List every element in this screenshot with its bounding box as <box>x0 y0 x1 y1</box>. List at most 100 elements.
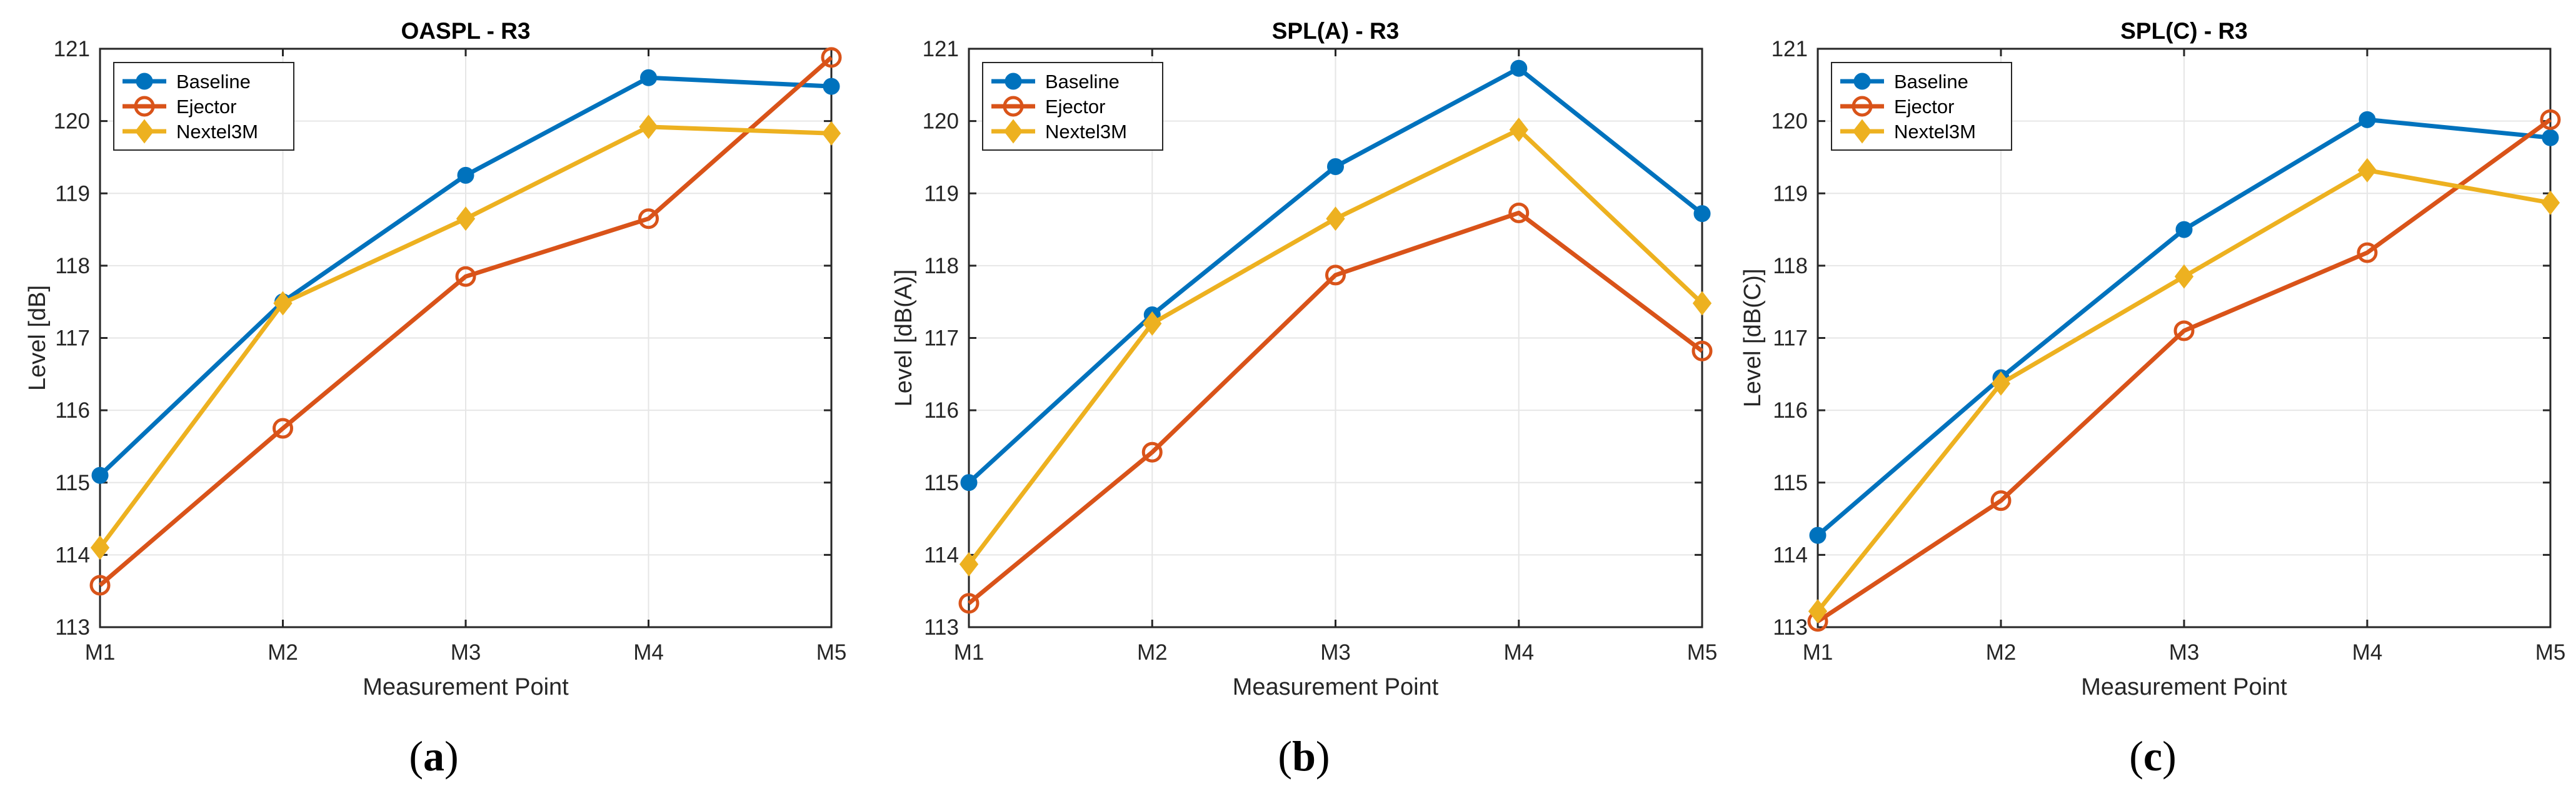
data-point-nextel3m <box>821 121 841 146</box>
data-point-baseline <box>2358 111 2376 128</box>
chart-panel-3: M1 M2 M3 M4 M5 113 114 115 116 117 118 119 120 121 SPL… <box>1740 18 2565 700</box>
x-tick-label: M1 <box>85 640 116 665</box>
x-tick-label: M4 <box>2352 640 2383 665</box>
series-ejector <box>958 202 1713 614</box>
data-point-baseline <box>457 166 474 184</box>
legend-label-baseline: Baseline <box>1045 71 1120 93</box>
data-point-nextel3m <box>2174 264 2194 289</box>
legend-label-nextel3m: Nextel3M <box>1045 121 1127 143</box>
data-point-baseline <box>2175 221 2193 238</box>
data-point-ejector <box>1325 264 1346 286</box>
legend: Baseline Ejector Nextel3M <box>1831 62 2012 151</box>
x-tick-label: M5 <box>1687 640 1718 665</box>
y-tick-label: 113 <box>1773 615 1808 640</box>
legend: Baseline Ejector Nextel3M <box>982 62 1163 151</box>
data-point-nextel3m <box>1143 311 1162 336</box>
legend-label-baseline: Baseline <box>176 71 251 93</box>
data-point-baseline <box>1693 205 1711 223</box>
legend-marker-nextel3m <box>1003 119 1023 144</box>
data-point-ejector <box>89 575 111 596</box>
y-tick-label: 115 <box>55 471 90 495</box>
data-point-nextel3m <box>2540 190 2560 215</box>
series-baseline <box>1809 111 2559 544</box>
x-tick-label: M2 <box>1986 640 2017 665</box>
x-tick-label: M3 <box>451 640 481 665</box>
y-tick-label: 118 <box>924 254 959 278</box>
y-tick-label: 118 <box>55 254 90 278</box>
data-point-ejector <box>638 208 659 229</box>
data-point-nextel3m <box>1991 371 2011 396</box>
x-axis-label: Measurement Point <box>1233 674 1439 700</box>
y-tick-label: 117 <box>1773 326 1808 351</box>
data-point-ejector <box>1691 340 1713 361</box>
legend-marker-ejector <box>134 96 155 117</box>
legend-label-baseline: Baseline <box>1894 71 1968 93</box>
series-ejector <box>1807 109 2561 632</box>
x-tick-label: M4 <box>1503 640 1534 665</box>
y-tick-label: 120 <box>923 109 959 134</box>
x-tick-label: M3 <box>2169 640 2200 665</box>
data-point-ejector <box>2357 242 2378 263</box>
series-ejector <box>89 47 842 596</box>
y-tick-label: 116 <box>55 398 90 423</box>
y-tick-label: 119 <box>55 181 90 206</box>
y-tick-label: 116 <box>1773 398 1808 423</box>
x-tick-label: M5 <box>816 640 847 665</box>
y-tick-label: 117 <box>55 326 90 351</box>
y-axis-label: Level [dB(A)] <box>891 270 917 407</box>
chart-title: OASPL - R3 <box>401 18 531 44</box>
data-point-baseline <box>2542 129 2559 146</box>
data-point-ejector <box>2173 320 2195 341</box>
data-point-baseline <box>91 466 109 484</box>
legend-marker-nextel3m <box>1852 119 1872 144</box>
data-point-nextel3m <box>639 114 658 139</box>
y-tick-label: 121 <box>1772 37 1808 61</box>
chart-panel-2: M1 M2 M3 M4 M5 113 114 115 116 117 118 119 120 121 SPL… <box>891 18 1717 700</box>
legend-label-nextel3m: Nextel3M <box>1894 121 1976 143</box>
series-line-ejector <box>98 56 833 587</box>
legend-marker-nextel3m <box>134 119 154 144</box>
x-axis-label: Measurement Point <box>363 674 569 700</box>
y-tick-label: 121 <box>54 37 90 61</box>
data-point-nextel3m <box>1509 118 1528 142</box>
legend-label-ejector: Ejector <box>1894 96 1954 118</box>
y-tick-label: 119 <box>1773 181 1808 206</box>
data-point-baseline <box>1510 59 1528 77</box>
y-tick-label: 120 <box>54 109 90 134</box>
y-tick-label: 120 <box>1772 109 1808 134</box>
data-point-nextel3m <box>1808 599 1828 624</box>
x-tick-label: M3 <box>1320 640 1351 665</box>
x-tick-label: M5 <box>2535 640 2566 665</box>
y-tick-label: 114 <box>924 543 959 567</box>
data-point-ejector <box>2540 109 2561 130</box>
y-axis-label: Level [dB(C)] <box>1740 269 1766 408</box>
legend-marker-baseline <box>1005 73 1022 90</box>
y-tick-label: 115 <box>1773 471 1808 495</box>
y-tick-label: 121 <box>923 37 959 61</box>
data-point-ejector <box>455 266 476 287</box>
x-tick-label: M1 <box>954 640 985 665</box>
legend-label-ejector: Ejector <box>1045 96 1105 118</box>
data-point-ejector <box>273 418 293 439</box>
data-point-nextel3m <box>456 206 476 231</box>
chart-panel-1: M1 M2 M3 M4 M5 113 114 115 116 117 118 119 120 121 OAS… <box>24 18 846 700</box>
y-axis-label: Level [dB] <box>24 285 51 391</box>
data-point-baseline <box>1809 526 1827 544</box>
legend: Baseline Ejector Nextel3M <box>113 62 294 151</box>
data-point-baseline <box>1327 158 1344 175</box>
data-point-nextel3m <box>2357 158 2377 183</box>
legend-marker-baseline <box>136 73 153 90</box>
chart-title: SPL(A) - R3 <box>1272 18 1400 44</box>
x-tick-label: M2 <box>268 640 298 665</box>
y-tick-label: 116 <box>924 398 959 423</box>
data-point-nextel3m <box>273 291 293 316</box>
x-tick-label: M1 <box>1803 640 1833 665</box>
chart-title: SPL(C) - R3 <box>2120 18 2248 44</box>
series-nextel3m <box>90 114 841 560</box>
caption-b: (b) <box>1278 732 1330 780</box>
data-point-baseline <box>823 78 840 95</box>
y-tick-label: 113 <box>924 615 959 640</box>
legend-marker-ejector <box>1003 96 1024 117</box>
data-point-nextel3m <box>1692 291 1712 316</box>
